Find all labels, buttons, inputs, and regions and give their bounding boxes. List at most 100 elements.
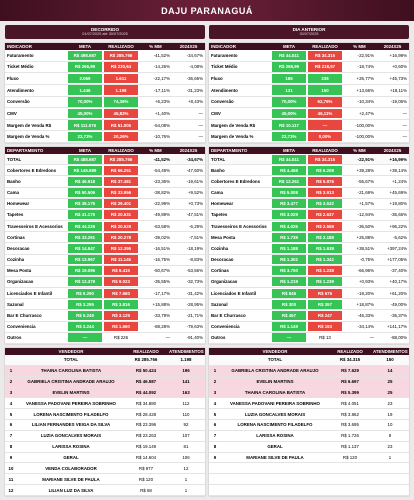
change-yoy: +16,99%: [389, 52, 407, 58]
change-mm: -22,91%: [357, 156, 374, 162]
table-row: Cama R$ 50.506 R$ 33.956 -38,82% +9,52%: [5, 188, 205, 199]
realized: 74,36%: [104, 97, 138, 107]
column-header: REALIZADO: [312, 44, 338, 49]
seller-row: 1 GABRIELA CRISTINA ANDRADE ARAUJO R$ 7.62…: [209, 365, 409, 377]
table-header: DEPARTAMENTO META REALIZADO % MM 2024X25: [209, 147, 409, 154]
label: Conveniencia: [211, 324, 240, 330]
seller: VENDA COLABORADOR: [45, 465, 97, 471]
change-mm: +15,88%: [152, 301, 170, 307]
change-yoy: -34,67%: [186, 52, 203, 58]
column-header: % MM: [149, 148, 162, 153]
realized: R$ 9.415: [104, 266, 138, 276]
table-row: CMV 45,00% 45,83% +1,40% —: [5, 108, 205, 120]
change-mm: +25,88%: [356, 234, 374, 240]
realized: R$ 12.395: [104, 243, 138, 253]
page-title: DAJU PARANAGUÁ: [0, 0, 414, 21]
label: Bar E Churrasco: [211, 312, 246, 318]
seller: LILIAN LUZ DA SILVA: [48, 487, 94, 493]
change-yoy: -53,56%: [186, 268, 203, 274]
change-yoy: -34,67%: [186, 156, 203, 162]
column-header: VENDEDOR: [262, 349, 288, 354]
realized: R$ 120: [342, 455, 358, 461]
rank: 6: [213, 422, 217, 428]
change-mm: -22,99%: [153, 201, 170, 207]
realized: R$ 2.558: [308, 221, 342, 231]
column-header: REALIZADO: [337, 349, 363, 354]
realized: R$ 34.315: [308, 50, 342, 61]
label: Cama: [211, 190, 223, 196]
change-mm: -50,67%: [153, 268, 170, 274]
realized: R$ 34.315: [339, 357, 361, 363]
realized: R$ 285.766: [104, 154, 138, 164]
visits: 1.198: [180, 357, 192, 363]
rank: 11: [8, 476, 14, 482]
change-mm: -10,34%: [357, 99, 374, 105]
realized: R$ 68: [140, 487, 152, 493]
seller-row: 4 VANESSA PADOVANI PEREIRA SOBRINHO R$ 34.…: [5, 398, 205, 410]
table-row: Margem de Venda R$ R$ 111.076 R$ 51.005 -54…: [5, 120, 205, 132]
meta: R$ 457: [272, 311, 306, 320]
label: CMV: [7, 110, 17, 116]
meta: R$ 846: [272, 288, 306, 298]
change-yoy: -32,73%: [186, 279, 203, 285]
visits: 92: [183, 422, 189, 428]
change-mm: +38,51%: [356, 245, 374, 251]
table-row: Faturamento R$ 498.687 R$ 285.766 -41,52% -3…: [5, 50, 205, 62]
change-mm: +1,40%: [154, 110, 170, 116]
realized: R$ 51.005: [104, 120, 138, 130]
table-row: Margem de Venda % 22,73% 0,00% -100,00% —: [209, 131, 409, 143]
realized: R$ 50.424: [135, 368, 157, 374]
realized: R$ 1.342: [308, 255, 342, 265]
table-row: Banho R$ 46.918 R$ 37.481 -23,36% -19,61%: [5, 176, 205, 188]
meta: R$ 5.249: [68, 311, 102, 320]
rank: 8: [213, 444, 217, 450]
visits: 163: [182, 389, 190, 395]
seller-row: 5 LUZIA GONCALVES MORAIS R$ 3.862 19: [209, 409, 409, 421]
rank: 5: [213, 411, 217, 417]
meta: R$ 44.511: [272, 50, 306, 61]
meta: 70,00%: [272, 97, 306, 107]
visits: 10: [387, 422, 393, 428]
seller: TOTAL: [267, 357, 283, 363]
realized: R$ 34.315: [308, 154, 342, 164]
change-mm: -38,82%: [153, 190, 170, 196]
realized: R$ 37.481: [104, 176, 138, 186]
change-mm: +2,47%: [358, 110, 374, 116]
change-mm: -18,74%: [357, 64, 374, 70]
total-row: TOTAL R$ 34.315 150: [209, 355, 409, 366]
meta: R$ 41.175: [68, 210, 102, 220]
realized: R$ 29.401: [104, 199, 138, 209]
rank: 7: [9, 433, 13, 439]
realized: R$ 5.876: [308, 176, 342, 186]
rank: 4: [9, 400, 13, 406]
period-header: DIA ANTERIOR 30/07/2025: [209, 25, 409, 39]
visits: 110: [182, 411, 190, 417]
meta: R$ 13.379: [68, 277, 102, 287]
label: Cortinas: [211, 268, 229, 274]
change-mm: -39,02%: [153, 234, 170, 240]
change-yoy: -47,51%: [186, 212, 203, 218]
table-row: Outros — R$ 226 — -91,40%: [5, 333, 205, 344]
indicators-table: INDICADOR META REALIZADO% MM 2024X25 Faturam…: [209, 43, 409, 143]
visits: 25: [387, 389, 393, 395]
realized: 45,83%: [104, 108, 138, 119]
visits: 19: [387, 411, 393, 417]
label: Decoracao: [211, 257, 234, 263]
change-mm: -10,76%: [153, 134, 170, 140]
seller: LORENA NASCIMENTO FILADELFO: [237, 422, 313, 428]
meta: R$ 3.244: [68, 322, 102, 332]
change-yoy: +8,43%: [187, 99, 203, 105]
change-yoy: -19,06%: [390, 99, 407, 105]
column-header: META: [282, 44, 296, 49]
realized: R$ 7.660: [104, 288, 138, 298]
change-mm: -49,89%: [153, 212, 170, 218]
realized: R$ 3.913: [308, 188, 342, 198]
table-row: Fluxo 186 236 +26,77% +45,73%: [209, 73, 409, 85]
seller-row: 12 LILIAN LUZ DA SILVA R$ 68 1: [5, 485, 205, 496]
label: Cobertores E Edredons: [211, 178, 261, 184]
visits: 1: [184, 487, 188, 493]
table-row: Organizacao R$ 1.219 R$ 1.239 +0,93% +40,17%: [209, 277, 409, 289]
table-row: Sazonal R$ 3.295 R$ 3.816 +15,88% -28,95%: [5, 299, 205, 311]
departments-table: DEPARTAMENTO META REALIZADO% MM 2024X25 TOTA…: [5, 147, 205, 344]
meta: —: [68, 333, 102, 343]
